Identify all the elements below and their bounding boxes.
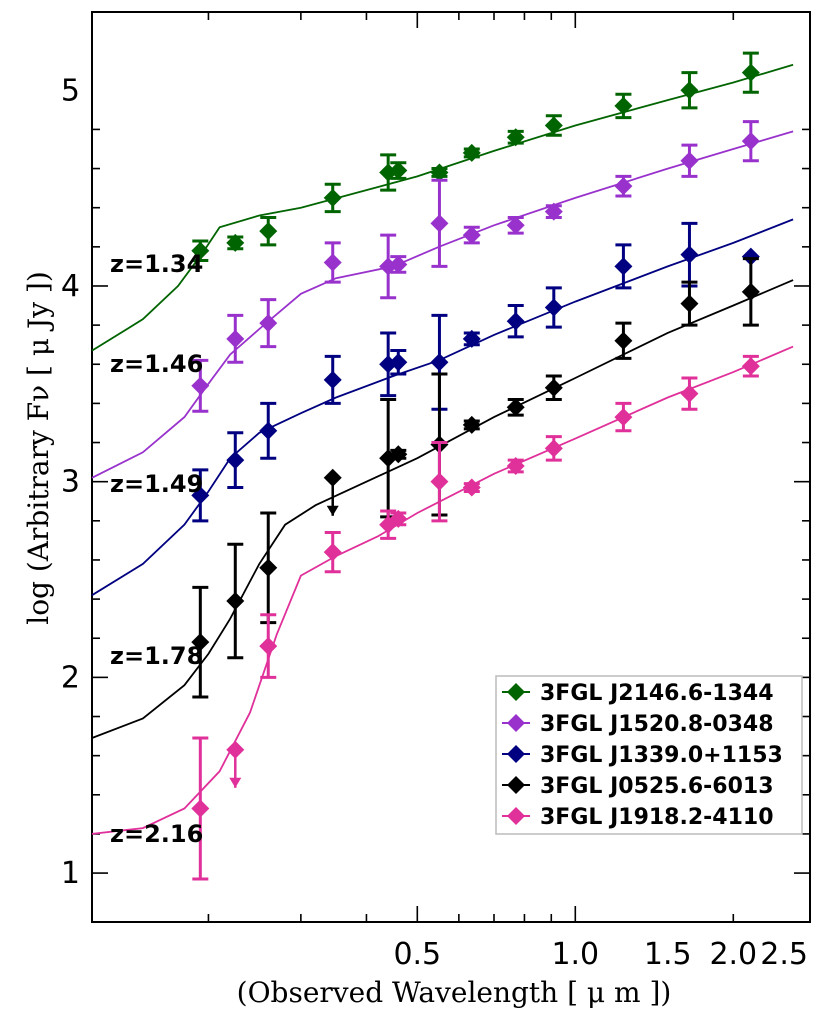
data-point-marker <box>680 294 699 313</box>
legend-label: 3FGL J1520.8-0348 <box>540 712 774 737</box>
legend-marker <box>507 745 525 763</box>
model-curve-3 <box>91 218 794 596</box>
y-tick-label: 2 <box>61 660 80 695</box>
data-point-marker <box>506 128 525 147</box>
data-point-marker <box>323 253 342 272</box>
data-point-marker <box>741 63 760 82</box>
data-point-marker <box>389 161 408 180</box>
upper-limit-arrowhead <box>326 505 339 516</box>
data-point-marker <box>544 439 563 458</box>
plot-frame <box>91 11 811 923</box>
redshift-label: z=1.46 <box>110 350 203 378</box>
data-point-marker <box>741 247 760 266</box>
data-point-marker <box>323 468 342 487</box>
data-point-marker <box>191 486 210 505</box>
redshift-label: z=1.49 <box>110 470 203 498</box>
upper-limit-arrowhead <box>229 777 242 788</box>
data-point-marker <box>226 740 245 759</box>
data-point-marker <box>741 282 760 301</box>
y-tick-label: 5 <box>61 73 80 108</box>
x-axis-label: (Observed Wavelength [ μ m ]) <box>237 976 672 1009</box>
data-point-marker <box>506 457 525 476</box>
data-point-marker <box>680 384 699 403</box>
model-curve-2 <box>91 130 794 479</box>
legend-label: 3FGL J0525.6-6013 <box>540 774 774 799</box>
legend-marker <box>507 683 525 701</box>
axis-ticks: 1 2 3 4 5 0.5 1.0 1.5 2.0 2.5 <box>61 12 810 972</box>
legend-box <box>495 675 803 835</box>
data-point-marker <box>430 353 449 372</box>
x-tick-label: 2.0 <box>709 937 757 972</box>
data-point-marker <box>191 376 210 395</box>
data-point-marker <box>614 257 633 276</box>
data-point-marker <box>259 421 278 440</box>
data-point-marker <box>389 509 408 528</box>
data-point-marker <box>259 314 278 333</box>
data-point-marker <box>226 451 245 470</box>
data-point-marker <box>680 151 699 170</box>
data-point-marker <box>680 245 699 264</box>
legend: 3FGL J2146.6-1344 3FGL J1520.8-0348 3FGL J… <box>495 675 803 835</box>
data-point-marker <box>462 478 481 497</box>
model-curve-4 <box>91 279 794 739</box>
legend-marker <box>507 807 525 825</box>
x-tick-label: 0.5 <box>393 937 441 972</box>
data-point-marker <box>226 233 245 252</box>
data-point-marker <box>544 378 563 397</box>
y-tick-label: 4 <box>61 269 80 304</box>
data-point-marker <box>323 188 342 207</box>
legend-marker <box>507 714 525 732</box>
data-point-marker <box>506 398 525 417</box>
data-point-marker <box>389 353 408 372</box>
data-point-marker <box>259 558 278 577</box>
data-point-marker <box>430 163 449 182</box>
data-point-marker <box>741 132 760 151</box>
data-point-marker <box>506 216 525 235</box>
data-point-marker <box>389 445 408 464</box>
y-tick-label: 3 <box>61 465 80 500</box>
data-point-marker <box>259 222 278 241</box>
data-point-marker <box>323 543 342 562</box>
data-point-marker <box>544 116 563 135</box>
y-tick-label: 1 <box>61 856 80 891</box>
data-point-marker <box>226 329 245 348</box>
data-point-marker <box>462 415 481 434</box>
data-point-marker <box>430 214 449 233</box>
data-point-marker <box>614 96 633 115</box>
legend-label: 3FGL J1918.2-4110 <box>540 805 774 830</box>
data-point-marker <box>191 633 210 652</box>
data-point-marker <box>191 799 210 818</box>
redshift-label: z=1.34 <box>110 250 203 278</box>
data-point-marker <box>226 592 245 611</box>
data-point-marker <box>614 331 633 350</box>
data-point-marker <box>680 81 699 100</box>
legend-label: 3FGL J1339.0+1153 <box>540 743 783 768</box>
data-point-marker <box>506 312 525 331</box>
data-points <box>191 51 760 881</box>
data-point-marker <box>430 472 449 491</box>
data-point-marker <box>191 241 210 260</box>
y-axis-label: log (Arbitrary Fν [ μ Jy ]) <box>22 271 55 625</box>
data-point-marker <box>741 357 760 376</box>
data-point-marker <box>462 143 481 162</box>
data-point-marker <box>544 298 563 317</box>
legend-label: 3FGL J2146.6-1344 <box>540 681 774 706</box>
data-point-marker <box>614 177 633 196</box>
data-point-marker <box>323 370 342 389</box>
data-point-marker <box>462 329 481 348</box>
x-tick-label: 1.5 <box>644 937 692 972</box>
data-point-marker <box>544 202 563 221</box>
redshift-labels: z=1.34 z=1.46 z=1.49 z=1.78 z=2.16 <box>110 250 203 848</box>
redshift-label: z=2.16 <box>110 820 203 848</box>
redshift-label: z=1.78 <box>110 642 203 670</box>
data-point-marker <box>462 226 481 245</box>
data-point-marker <box>389 255 408 274</box>
legend-marker <box>507 776 525 794</box>
plot-border <box>91 11 811 923</box>
data-point-marker <box>614 408 633 427</box>
data-point-marker <box>259 637 278 656</box>
x-tick-label: 1.0 <box>551 937 599 972</box>
x-tick-label: 2.5 <box>760 937 808 972</box>
